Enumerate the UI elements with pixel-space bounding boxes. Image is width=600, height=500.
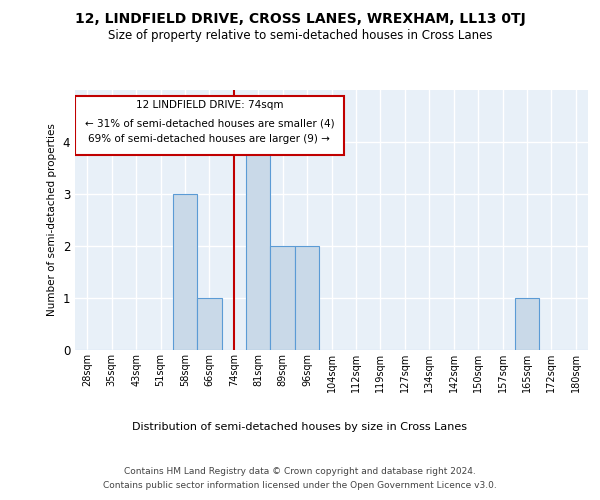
Text: ← 31% of semi-detached houses are smaller (4): ← 31% of semi-detached houses are smalle… xyxy=(85,118,334,128)
Bar xyxy=(197,298,221,350)
Bar xyxy=(173,194,197,350)
FancyBboxPatch shape xyxy=(75,96,344,155)
Bar xyxy=(515,298,539,350)
Bar xyxy=(246,142,271,350)
Bar xyxy=(295,246,319,350)
Text: 12, LINDFIELD DRIVE, CROSS LANES, WREXHAM, LL13 0TJ: 12, LINDFIELD DRIVE, CROSS LANES, WREXHA… xyxy=(74,12,526,26)
Text: Contains public sector information licensed under the Open Government Licence v3: Contains public sector information licen… xyxy=(103,481,497,490)
Text: Distribution of semi-detached houses by size in Cross Lanes: Distribution of semi-detached houses by … xyxy=(133,422,467,432)
Text: Size of property relative to semi-detached houses in Cross Lanes: Size of property relative to semi-detach… xyxy=(108,29,492,42)
Text: Contains HM Land Registry data © Crown copyright and database right 2024.: Contains HM Land Registry data © Crown c… xyxy=(124,468,476,476)
Text: 12 LINDFIELD DRIVE: 74sqm: 12 LINDFIELD DRIVE: 74sqm xyxy=(136,100,283,110)
Y-axis label: Number of semi-detached properties: Number of semi-detached properties xyxy=(47,124,57,316)
Text: 69% of semi-detached houses are larger (9) →: 69% of semi-detached houses are larger (… xyxy=(88,134,330,144)
Bar xyxy=(271,246,295,350)
